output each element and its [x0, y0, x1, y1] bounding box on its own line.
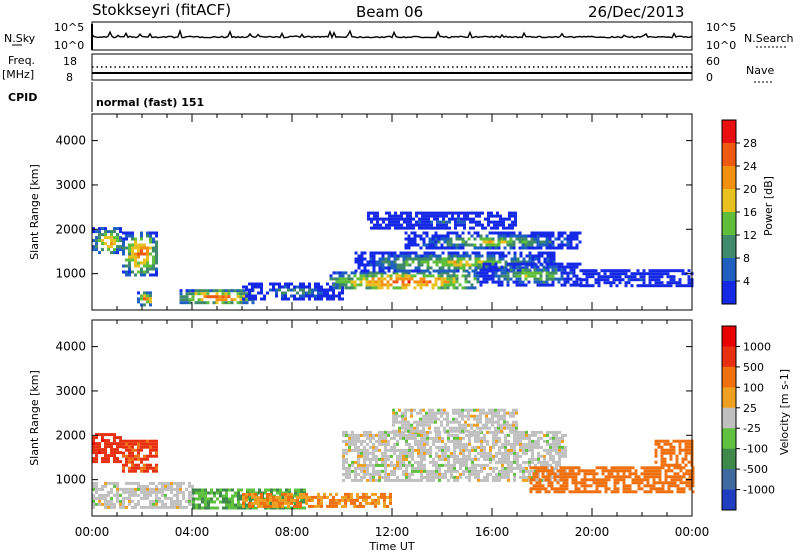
echo-region-1 — [122, 439, 158, 473]
power-echoes — [92, 211, 694, 307]
velocity-axes: 1000 2000 3000 4000 — [55, 320, 693, 516]
colorbar-tick-label-1: 500 — [743, 361, 764, 374]
ytick-label-2: 3000 — [55, 384, 86, 398]
colorbar-tick-label-3: 16 — [743, 206, 757, 219]
beam-title: Beam 06 — [356, 3, 423, 21]
colorbar-tick-label-1: 8 — [743, 252, 750, 265]
colorbar-swatch-5 — [722, 428, 736, 450]
echo-region-6 — [392, 408, 518, 433]
time-axis-label: Time UT — [368, 540, 414, 553]
count-tick-bottom-right: 10^0 — [706, 39, 736, 52]
freq-label: Freq. — [8, 54, 35, 67]
echo-region-0 — [92, 433, 122, 464]
nsearch-label: N.Search — [744, 32, 794, 45]
freq-tick-top: 18 — [63, 55, 77, 68]
xtick-label-4: 16:00 — [475, 525, 510, 539]
colorbar-tick-label-6: 28 — [743, 137, 757, 150]
echo-region-7 — [404, 231, 582, 250]
echo-region-4 — [242, 492, 392, 508]
colorbar-tick-label-0: 1000 — [743, 340, 771, 353]
xtick-label-0: 00:00 — [75, 525, 110, 539]
colorbar-tick-label-2: 12 — [743, 229, 757, 242]
cpid-label: CPID — [8, 91, 37, 104]
colorbar-tick-label-0: 4 — [743, 275, 750, 288]
radar-title: Stokkseyri (fitACF) — [92, 1, 231, 19]
count-tick-bottom-left: 10^0 — [54, 39, 84, 52]
nave-tick-bottom: 0 — [706, 71, 713, 84]
ytick-label-1: 2000 — [55, 428, 86, 442]
colorbar-swatch-0 — [722, 326, 736, 347]
echo-region-8 — [654, 439, 694, 467]
velocity-colorbar-label: Velocity [m s-1] — [778, 369, 791, 455]
colorbar-swatch-2 — [722, 366, 736, 388]
colorbar-tick-label-7: -1000 — [743, 484, 775, 497]
ytick-label-3: 4000 — [55, 340, 86, 354]
ytick-label-2: 3000 — [55, 178, 86, 192]
colorbar-tick-label-3: 25 — [743, 402, 757, 415]
colorbar-swatch-8 — [722, 489, 736, 511]
colorbar-swatch-3 — [722, 189, 736, 213]
nsky-label: N.Sky — [4, 32, 36, 45]
colorbar-swatch-3 — [722, 387, 736, 409]
ytick-label-1: 2000 — [55, 222, 86, 236]
xtick-label-2: 08:00 — [275, 525, 310, 539]
echo-region-7 — [529, 466, 695, 494]
xtick-label-5: 20:00 — [575, 525, 610, 539]
colorbar-swatch-2 — [722, 166, 736, 190]
velocity-colorbar: 1000 500 100 25 -25 -100 -500 -1000 — [721, 325, 775, 511]
echo-region-9 — [367, 211, 517, 230]
power-ylabel: Slant Range [km] — [28, 164, 41, 260]
power-colorbar-label: Power [dB] — [762, 176, 775, 236]
colorbar-tick-label-2: 100 — [743, 381, 764, 394]
nsky-trace — [91, 24, 693, 50]
freq-unit: [MHz] — [2, 68, 34, 81]
power-axes: 1000 2000 3000 4000 — [55, 114, 693, 310]
echo-region-10 — [579, 269, 694, 288]
colorbar-tick-label-6: -500 — [743, 463, 768, 476]
ytick-label-0: 1000 — [55, 267, 86, 281]
echo-region-2 — [137, 291, 152, 307]
ytick-label-3: 4000 — [55, 134, 86, 148]
power-colorbar: 4 8 12 16 20 24 28 — [721, 119, 757, 305]
colorbar-tick-label-5: 24 — [743, 160, 757, 173]
colorbar-tick-label-4: 20 — [743, 183, 757, 196]
nsky-trace-line — [91, 28, 693, 40]
colorbar-swatch-6 — [722, 448, 736, 470]
colorbar-swatch-7 — [722, 281, 736, 305]
echo-region-0 — [92, 227, 122, 255]
echo-region-5 — [329, 271, 480, 290]
colorbar-swatch-1 — [722, 346, 736, 368]
echo-region-3 — [179, 289, 255, 305]
velocity-ylabel: Slant Range [km] — [28, 370, 41, 466]
echo-region-4 — [242, 282, 344, 301]
colorbar-tick-label-5: -100 — [743, 443, 768, 456]
echo-region-8 — [479, 262, 582, 287]
nave-label: Nave — [746, 64, 774, 77]
xtick-label-6: 00:00 — [675, 525, 710, 539]
cpid-value: normal (fast) 151 — [96, 96, 204, 109]
time-axis: 00:00 04:00 08:00 12:00 16:00 20:00 00:00 — [75, 525, 710, 539]
echo-region-2 — [92, 481, 194, 509]
colorbar-tick-label-4: -25 — [743, 422, 761, 435]
xtick-label-1: 04:00 — [175, 525, 210, 539]
velocity-echoes — [92, 408, 695, 510]
nave-tick-top: 60 — [706, 55, 720, 68]
count-tick-top-left: 10^5 — [54, 21, 84, 34]
colorbar-frame — [721, 325, 737, 511]
colorbar-swatch-4 — [722, 212, 736, 236]
ytick-label-0: 1000 — [55, 473, 86, 487]
colorbar-swatch-7 — [722, 469, 736, 491]
colorbar-swatch-1 — [722, 143, 736, 167]
count-tick-top-right: 10^5 — [706, 21, 736, 34]
xtick-label-3: 12:00 — [375, 525, 410, 539]
colorbar-swatch-5 — [722, 235, 736, 259]
colorbar-swatch-4 — [722, 407, 736, 429]
freq-tick-bottom: 8 — [66, 71, 73, 84]
colorbar-swatch-6 — [722, 258, 736, 282]
echo-region-1 — [122, 231, 158, 277]
colorbar-swatch-0 — [722, 120, 736, 144]
date-title: 26/Dec/2013 — [588, 3, 684, 21]
